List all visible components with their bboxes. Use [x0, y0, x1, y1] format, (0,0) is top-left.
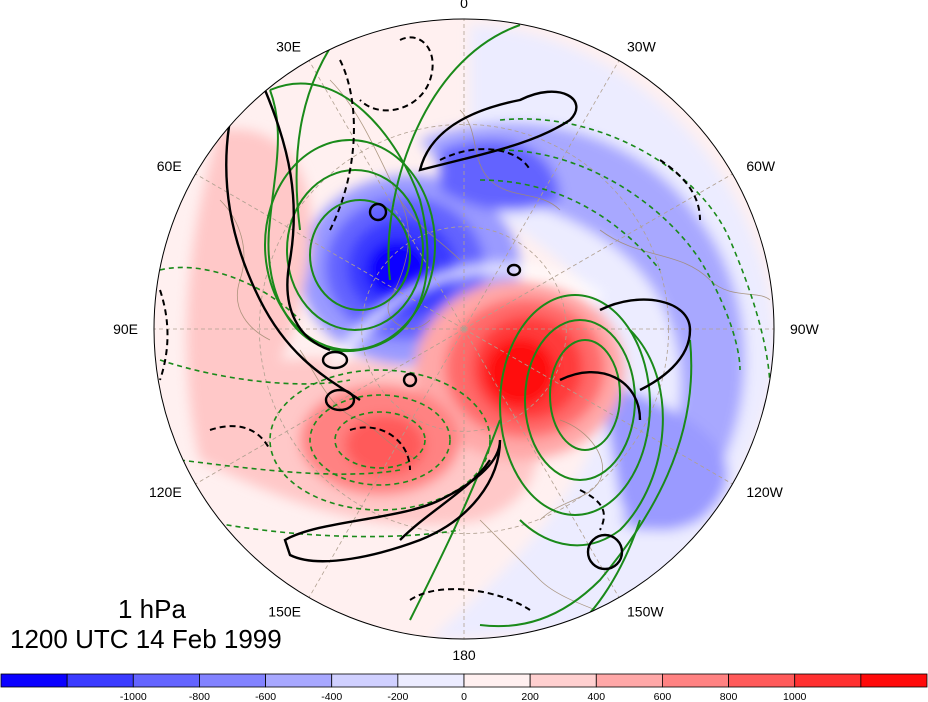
longitude-label: 150E: [268, 603, 301, 619]
black-dashed-contours: [159, 36, 701, 611]
colorbar-bin: [199, 673, 266, 688]
negative-band-2: [600, 380, 728, 531]
black-contours: [225, 89, 692, 571]
colorbar-tick-label: 800: [720, 691, 738, 702]
map-boundary: [153, 18, 775, 640]
colorbar-bin: [331, 673, 399, 688]
longitude-label: 150W: [627, 603, 664, 619]
colorbar-bin: [529, 673, 597, 688]
meridian-line: [308, 60, 465, 330]
colorbar-bin: [463, 673, 531, 688]
negative-band: [420, 122, 745, 531]
positive-secondary-core: [345, 415, 425, 475]
longitude-label: 0: [460, 0, 468, 11]
meridian-line: [463, 173, 733, 330]
latitude-circle: [258, 123, 670, 535]
title-valid-time: 1200 UTC 14 Feb 1999: [10, 624, 282, 654]
meridian-line: [463, 328, 620, 598]
longitude-labels: 0 30W 60W 90W 120W 150W 180 150E 120E 90E 60E 30E: [113, 0, 819, 663]
colorbar-bin: [860, 673, 928, 688]
colorbar-bin: [662, 673, 729, 688]
colorbar-tick-label: 1000: [783, 691, 807, 702]
longitude-label: 120E: [149, 484, 182, 500]
longitude-label: 60E: [157, 158, 182, 174]
colorbar-tick-label: -1000: [120, 691, 147, 702]
longitude-label: 30E: [276, 39, 301, 55]
colorbar: -1000 -800 -600 -400 -200 0 200 400 600 800 1000: [0, 673, 928, 702]
longitude-label: 90W: [790, 321, 820, 337]
colorbar-bin: [595, 673, 663, 688]
green-dashed-contours: [159, 118, 771, 538]
colorbar-bin: [794, 673, 862, 688]
colorbar-tick-label: 0: [461, 691, 467, 702]
meridian-line: [308, 328, 465, 598]
colorbar-tick-label: -800: [189, 691, 210, 702]
map-disk: [154, 19, 774, 639]
title-pressure-level: 1 hPa: [118, 594, 186, 624]
latitude-circle: [361, 226, 567, 432]
colorbar-tick-label: 400: [588, 691, 606, 702]
longitude-label: 120W: [746, 484, 783, 500]
longitude-label: 180: [452, 647, 476, 663]
longitude-label: 30W: [627, 39, 657, 55]
longitude-label: 60W: [746, 158, 776, 174]
anomaly-shading: [186, 25, 774, 639]
meridian-line: [463, 60, 620, 330]
colorbar-tick-labels: -1000 -800 -600 -400 -200 0 200 400 600 800 1000: [120, 691, 807, 702]
colorbar-bin: [0, 673, 68, 688]
colorbar-tick-label: -200: [387, 691, 408, 702]
colorbar-tick-label: -600: [255, 691, 276, 702]
colorbar-bin: [728, 673, 796, 688]
positive-core: [485, 338, 555, 406]
colorbar-tick-label: 600: [654, 691, 672, 702]
colorbar-bin: [265, 673, 333, 688]
colorbar-bin: [397, 673, 465, 688]
longitude-label: 90E: [113, 321, 138, 337]
polar-stereographic-map: 0 30W 60W 90W 120W 150W 180 150E 120E 90E 60E 30E: [113, 0, 819, 663]
colorbar-tick-label: 200: [521, 691, 539, 702]
colorbar-bins: [0, 673, 928, 688]
colorbar-tick-label: -400: [321, 691, 342, 702]
colorbar-bin: [132, 673, 200, 688]
colorbar-bin: [66, 673, 134, 688]
